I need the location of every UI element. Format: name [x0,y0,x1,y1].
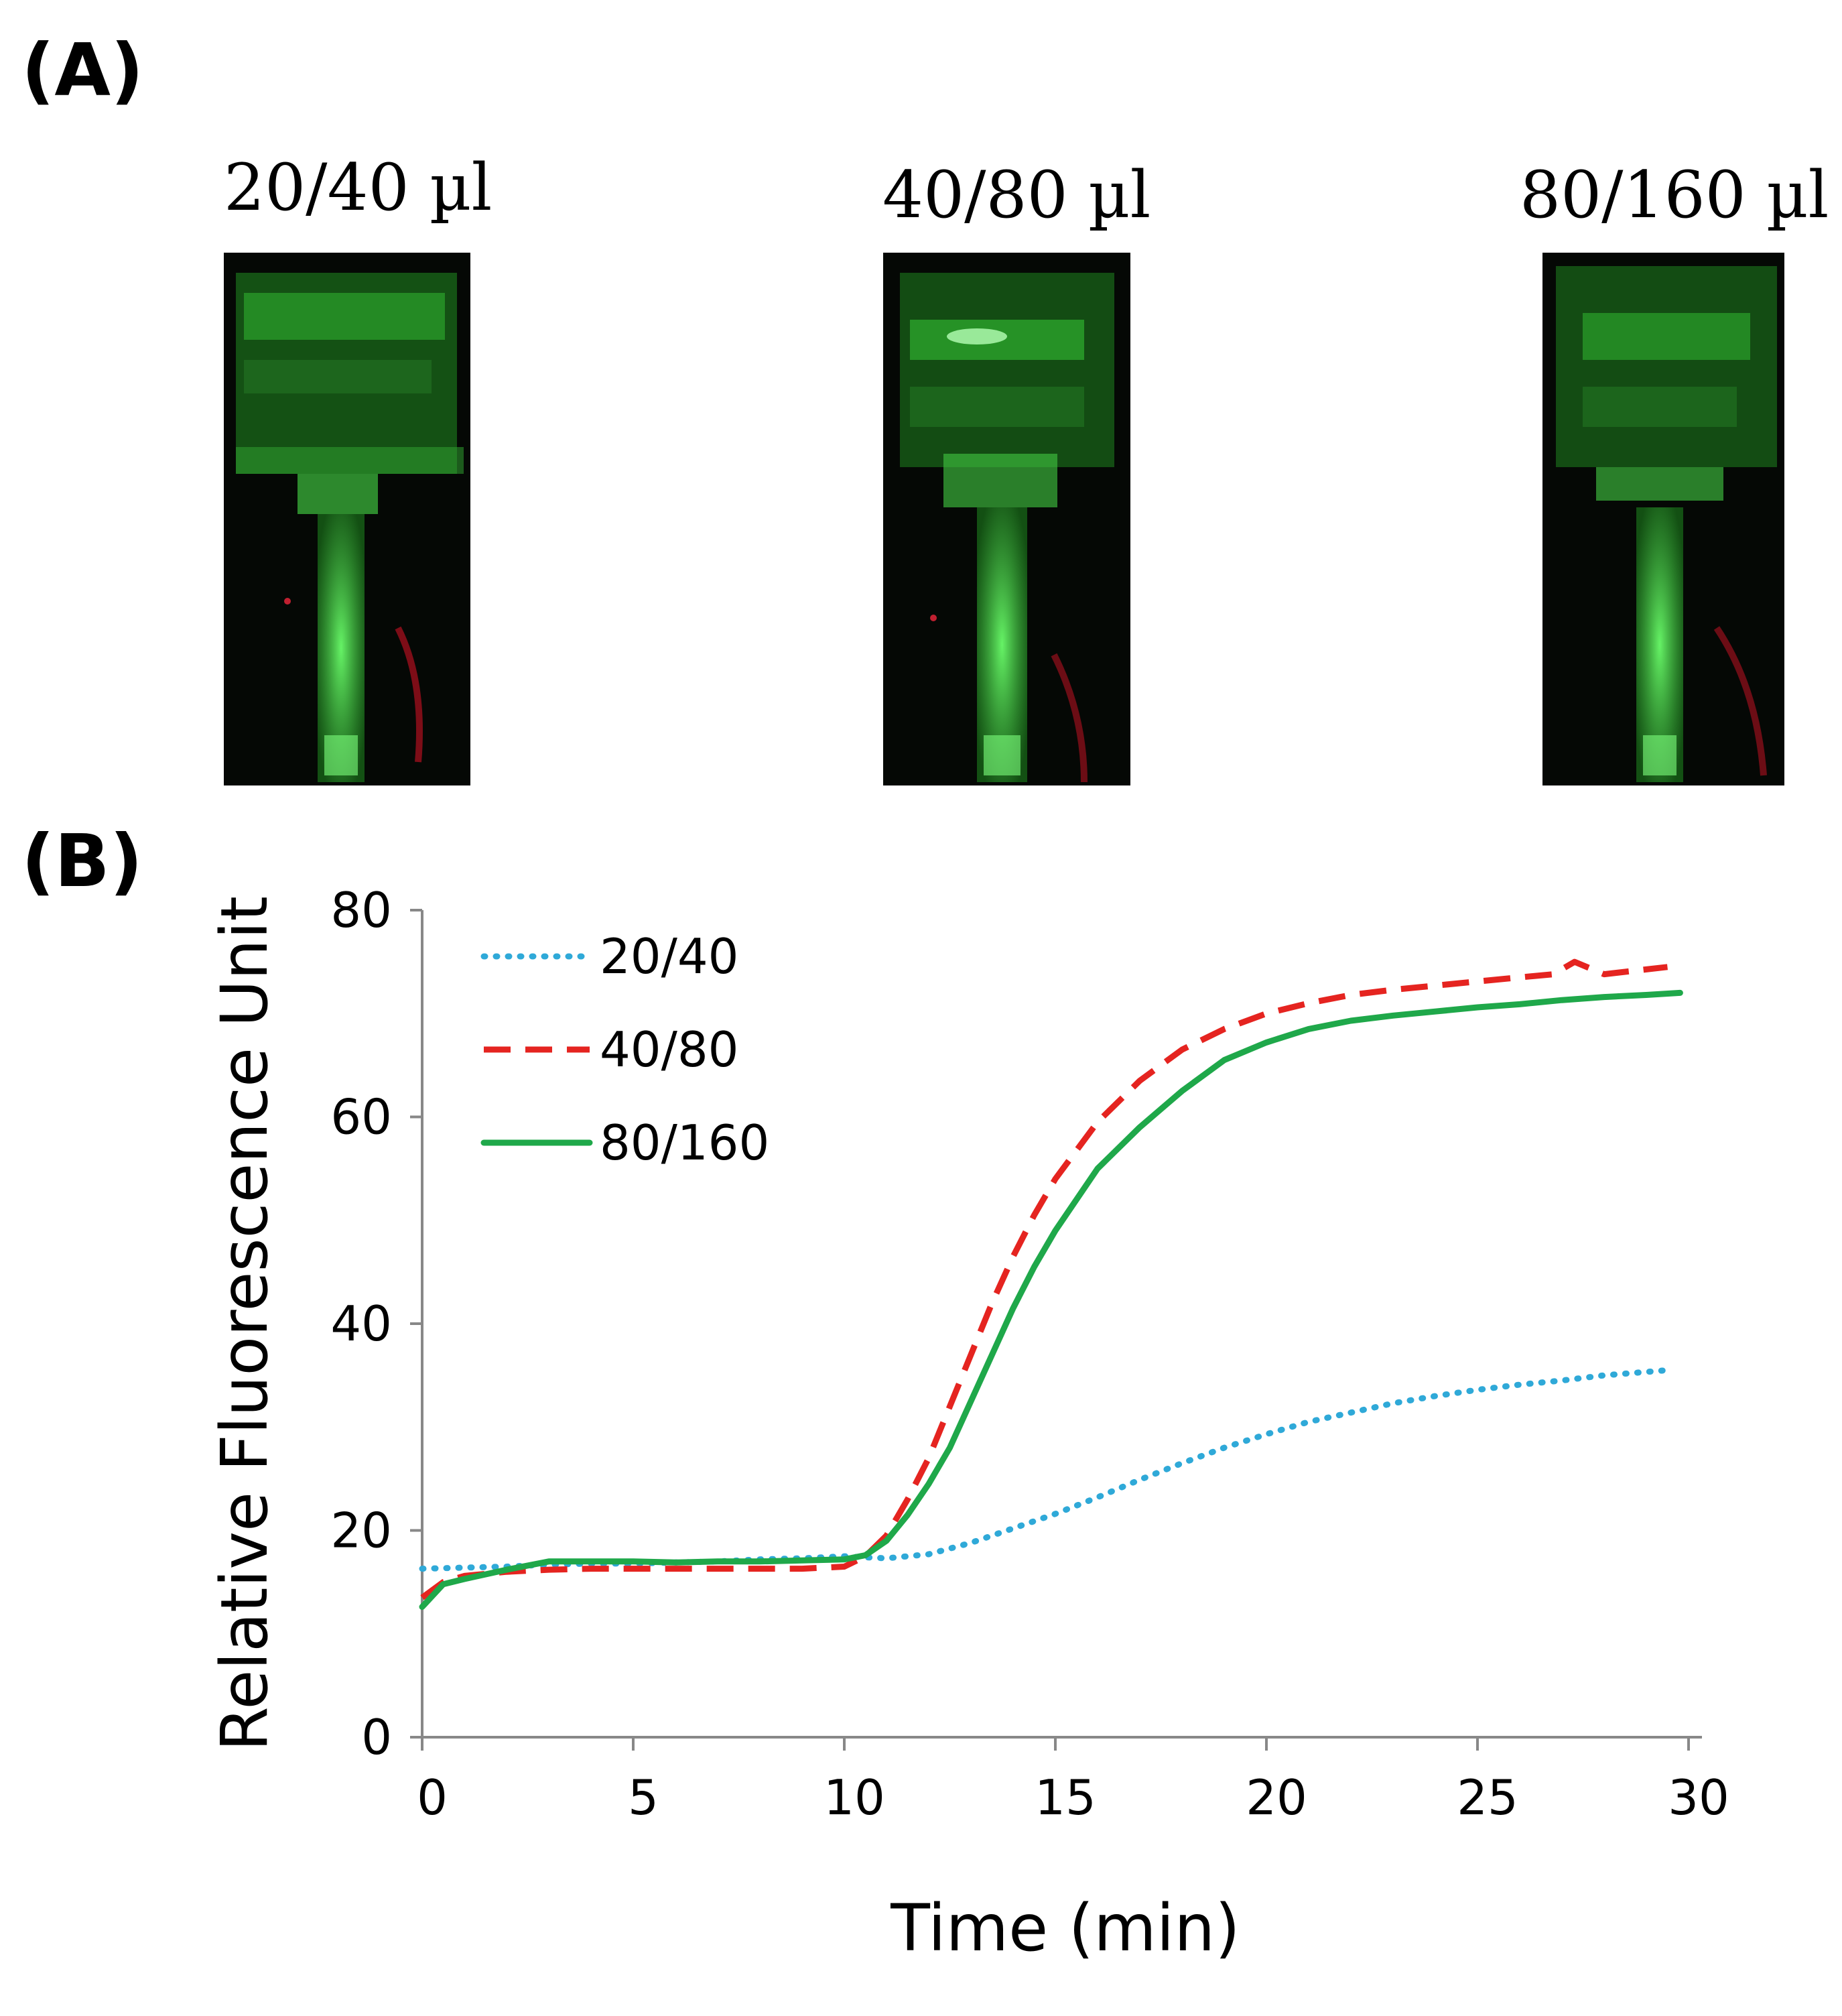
x-tick-label: 20 [1246,1769,1307,1826]
legend-label-40-80: 40/80 [600,1021,739,1078]
y-tick-label: 60 [330,1089,392,1145]
vial-photo-80-160 [1542,253,1784,785]
glowing-vial-image [883,253,1130,785]
y-tick-label: 40 [330,1296,392,1352]
x-axis-title: Time (min) [890,1891,1240,1966]
panel-b-label: (B) [21,820,143,903]
x-tick-label: 0 [417,1769,448,1826]
y-tick-label: 80 [330,882,392,938]
glowing-vial-image [1542,253,1784,785]
y-axis-title: Relative Fluorescence Unit [207,896,282,1751]
photo-label-20-40: 20/40 µl [224,150,492,225]
legend-label-80-160: 80/160 [600,1115,769,1171]
series-line-80-160 [419,989,1683,1611]
legend-label-20-40: 20/40 [600,928,739,985]
x-tick-label: 5 [628,1769,659,1826]
photo-label-80-160: 80/160 µl [1520,158,1829,233]
y-tick-label: 20 [330,1503,392,1559]
x-tick-label: 25 [1457,1769,1518,1826]
y-tick-label: 0 [361,1709,392,1765]
panel-a-label: (A) [21,29,144,113]
vial-photo-20-40 [224,253,470,785]
x-tick-label: 10 [824,1769,885,1826]
series-line-20-40 [419,1367,1670,1572]
glowing-vial-image [224,253,470,785]
x-tick-label: 15 [1035,1769,1096,1826]
series-line-40-80 [420,958,1668,1600]
vial-photo-40-80 [883,253,1130,785]
x-tick-label: 30 [1668,1769,1729,1826]
photo-label-40-80: 40/80 µl [882,158,1151,233]
